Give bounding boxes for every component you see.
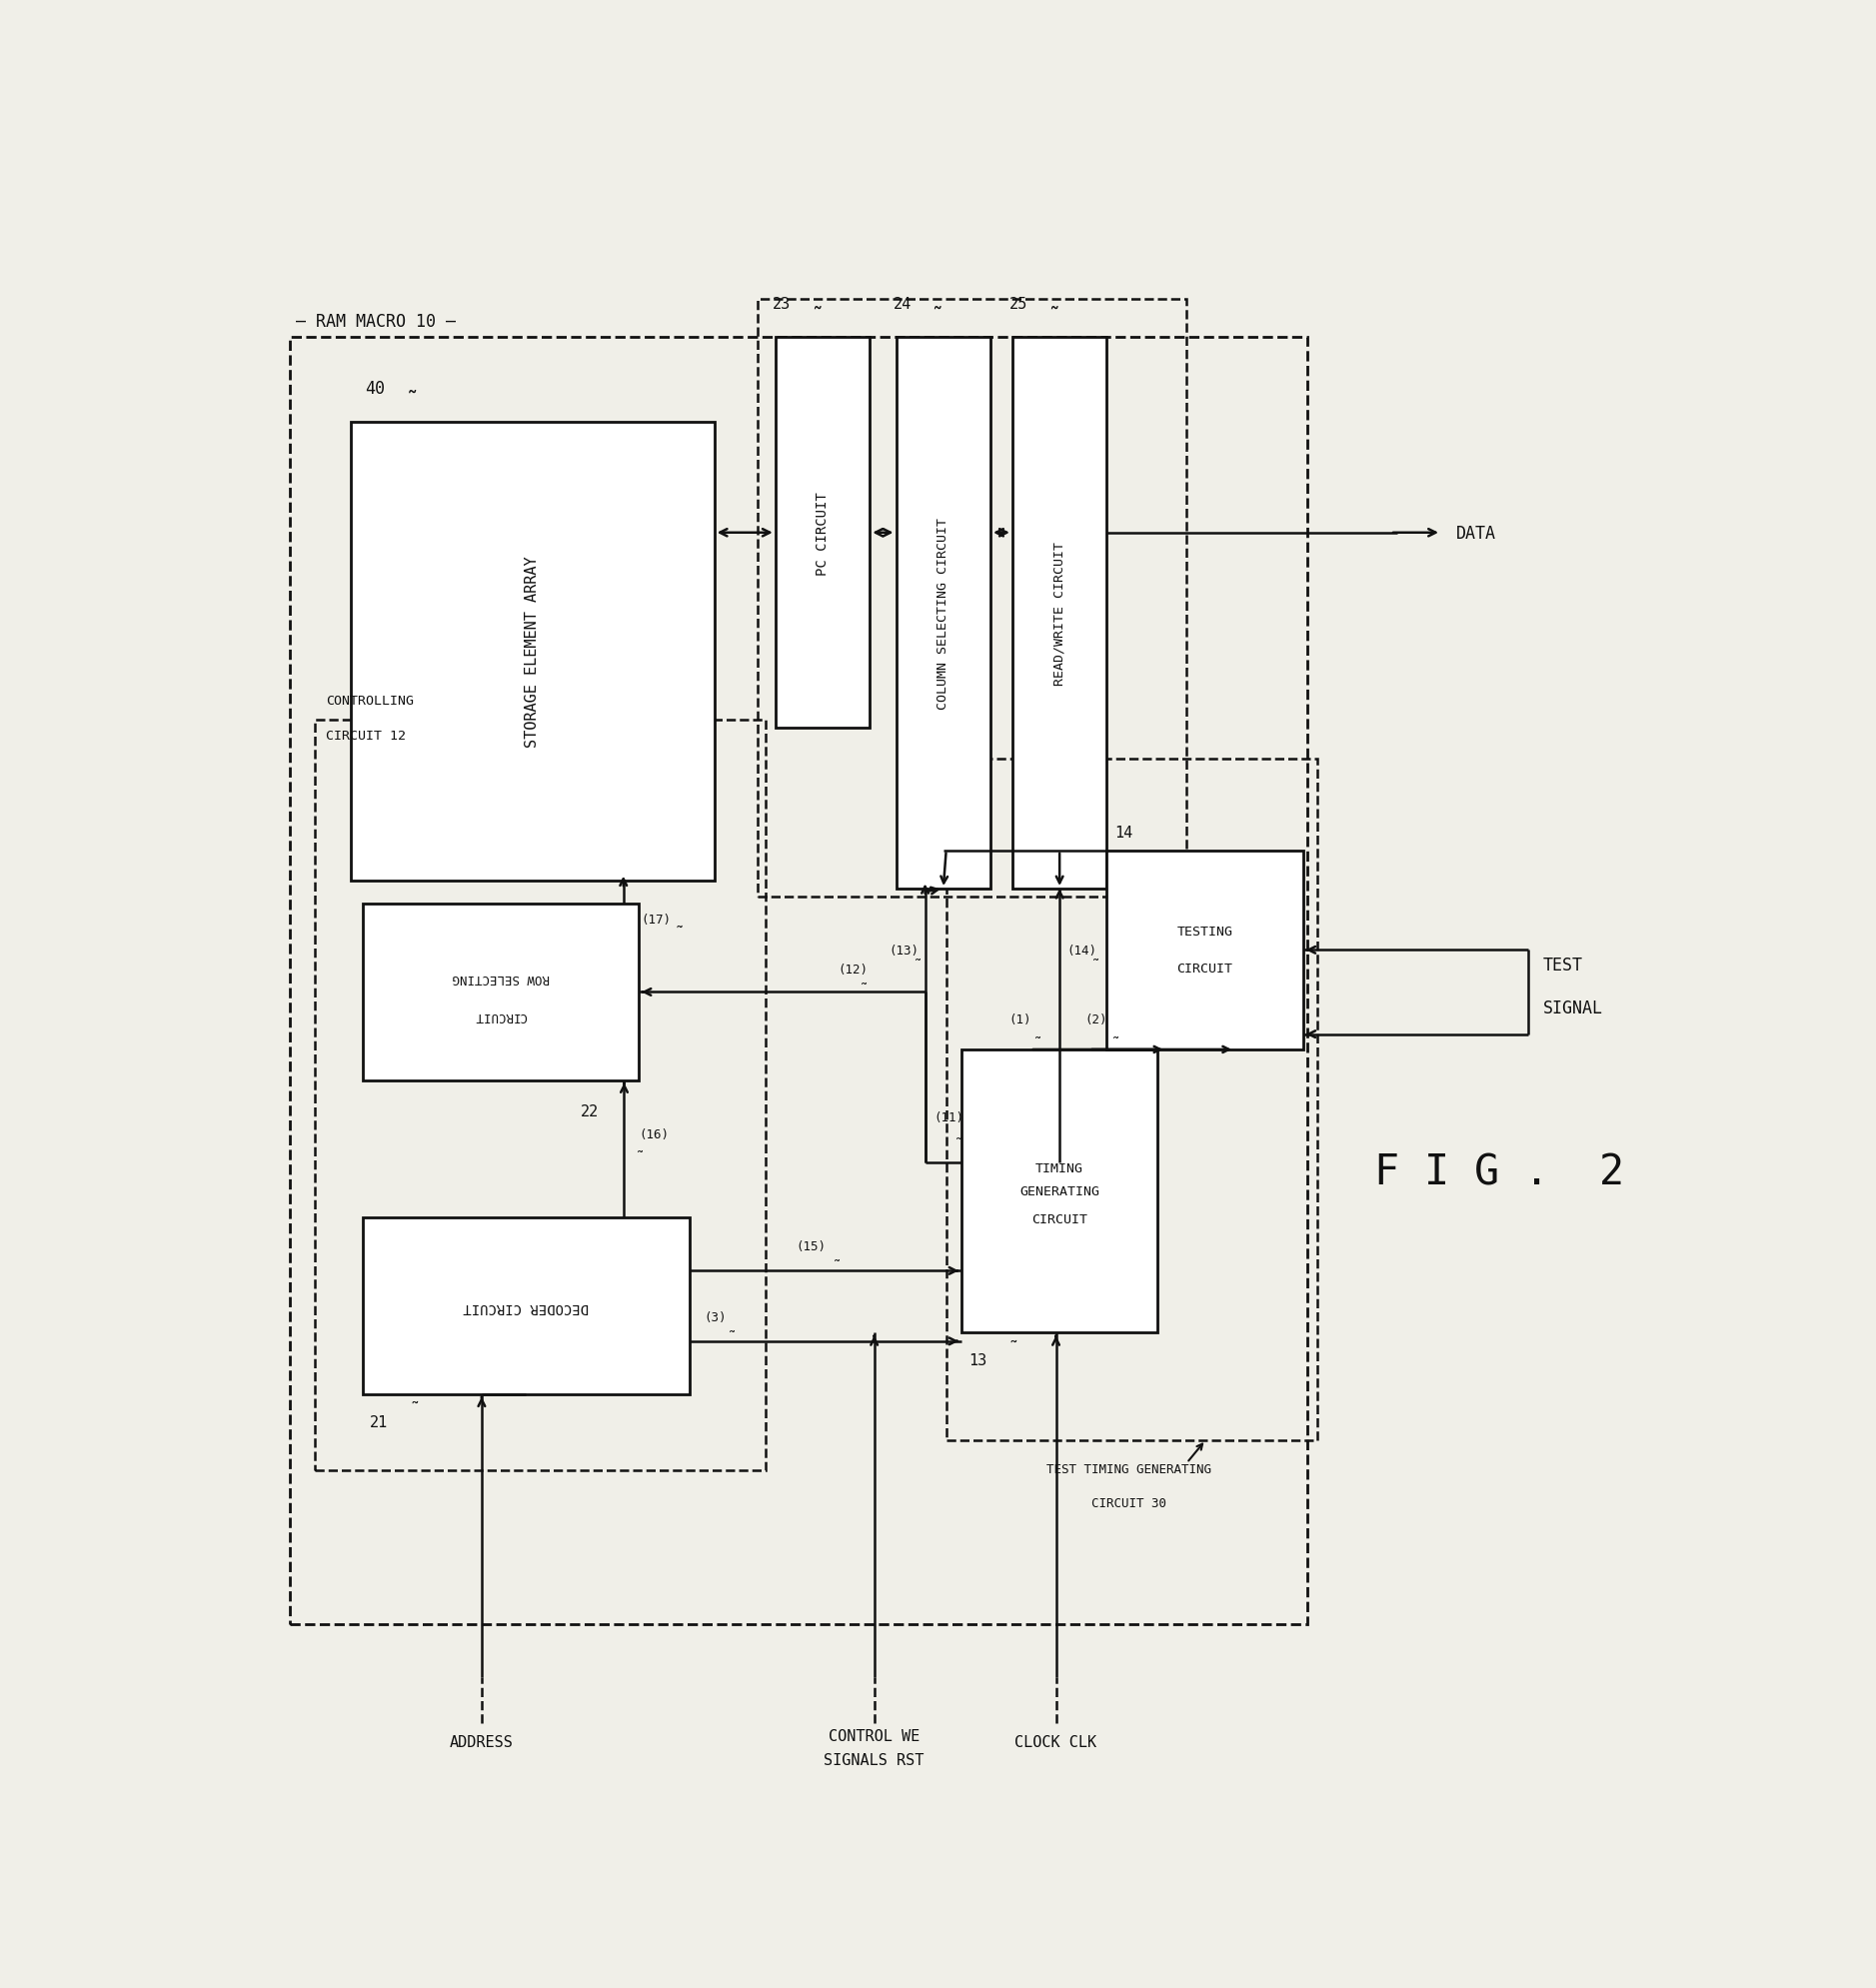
Text: CIRCUIT 12: CIRCUIT 12 (326, 730, 405, 744)
Text: 25: 25 (1009, 296, 1028, 312)
Text: READ/WRITE CIRCUIT: READ/WRITE CIRCUIT (1052, 541, 1066, 686)
Text: (15): (15) (797, 1241, 827, 1252)
Text: — RAM MACRO 10 —: — RAM MACRO 10 — (296, 312, 456, 330)
Text: ˜: ˜ (810, 306, 824, 326)
Text: 23: 23 (773, 296, 790, 312)
Text: CIRCUIT: CIRCUIT (1176, 962, 1233, 976)
Text: (14): (14) (1067, 944, 1097, 956)
Text: ˜: ˜ (1034, 1036, 1043, 1052)
Text: ˜: ˜ (833, 1258, 842, 1274)
Text: ˜: ˜ (409, 1402, 420, 1419)
Bar (351, 421, 715, 881)
Bar (1013, 338, 1107, 889)
Text: ˜: ˜ (1007, 1340, 1019, 1358)
Text: TEST TIMING GENERATING: TEST TIMING GENERATING (1047, 1463, 1212, 1475)
Text: (2): (2) (1084, 1012, 1107, 1026)
Text: ˜: ˜ (930, 306, 944, 326)
Text: 24: 24 (893, 296, 912, 312)
Text: 13: 13 (968, 1354, 987, 1368)
Text: 14: 14 (1114, 825, 1133, 841)
Text: GENERATING: GENERATING (1021, 1185, 1099, 1199)
Text: CLOCK CLK: CLOCK CLK (1015, 1734, 1097, 1749)
Bar (289, 338, 1308, 1624)
Text: F I G .  2: F I G . 2 (1375, 1151, 1625, 1193)
Bar (1107, 851, 1304, 1050)
Text: 22: 22 (580, 1103, 598, 1119)
Bar (315, 722, 765, 1471)
Text: COLUMN SELECTING CIRCUIT: COLUMN SELECTING CIRCUIT (936, 517, 949, 710)
Text: PC CIRCUIT: PC CIRCUIT (816, 491, 829, 575)
Text: (17): (17) (642, 912, 672, 926)
Text: (16): (16) (638, 1127, 668, 1141)
Text: (1): (1) (1007, 1012, 1030, 1026)
Bar (897, 338, 991, 889)
Text: CIRCUIT: CIRCUIT (475, 1010, 527, 1022)
Text: CIRCUIT: CIRCUIT (1032, 1213, 1088, 1225)
Text: ˜: ˜ (1047, 306, 1060, 326)
Text: ˜: ˜ (914, 958, 923, 974)
Bar (947, 759, 1317, 1439)
Text: TEST: TEST (1542, 956, 1583, 974)
Text: (3): (3) (704, 1310, 726, 1324)
Text: ADDRESS: ADDRESS (450, 1734, 514, 1749)
Bar (961, 1050, 1157, 1334)
Bar (362, 1219, 690, 1394)
Text: DATA: DATA (1456, 525, 1495, 543)
Text: STORAGE ELEMENT ARRAY: STORAGE ELEMENT ARRAY (525, 557, 540, 747)
Text: ˜: ˜ (673, 924, 685, 942)
Text: CONTROLLING: CONTROLLING (326, 694, 415, 708)
Text: ˜: ˜ (955, 1137, 962, 1153)
Text: TIMING: TIMING (1036, 1163, 1084, 1175)
Text: CIRCUIT 30: CIRCUIT 30 (1092, 1497, 1167, 1509)
Text: TESTING: TESTING (1176, 926, 1233, 938)
Text: CONTROL WE: CONTROL WE (829, 1728, 919, 1743)
Text: 21: 21 (370, 1413, 388, 1429)
Text: ˜: ˜ (636, 1149, 645, 1165)
Text: ˜: ˜ (405, 392, 420, 412)
Text: (12): (12) (839, 962, 869, 976)
Text: ˜: ˜ (1111, 1036, 1120, 1052)
Bar (362, 905, 638, 1081)
Text: ˜: ˜ (859, 982, 869, 996)
Text: 40: 40 (366, 380, 385, 398)
Text: (11): (11) (934, 1111, 964, 1123)
Text: SIGNALS RST: SIGNALS RST (824, 1753, 925, 1767)
Bar (775, 338, 870, 728)
Text: (13): (13) (889, 944, 919, 956)
Text: SIGNAL: SIGNAL (1542, 998, 1602, 1016)
Text: ROW SELECTING: ROW SELECTING (452, 970, 550, 984)
Text: ˜: ˜ (1092, 958, 1101, 974)
Text: DECODER CIRCUIT: DECODER CIRCUIT (463, 1300, 589, 1314)
Bar (758, 300, 1188, 897)
Text: ˜: ˜ (728, 1330, 737, 1344)
